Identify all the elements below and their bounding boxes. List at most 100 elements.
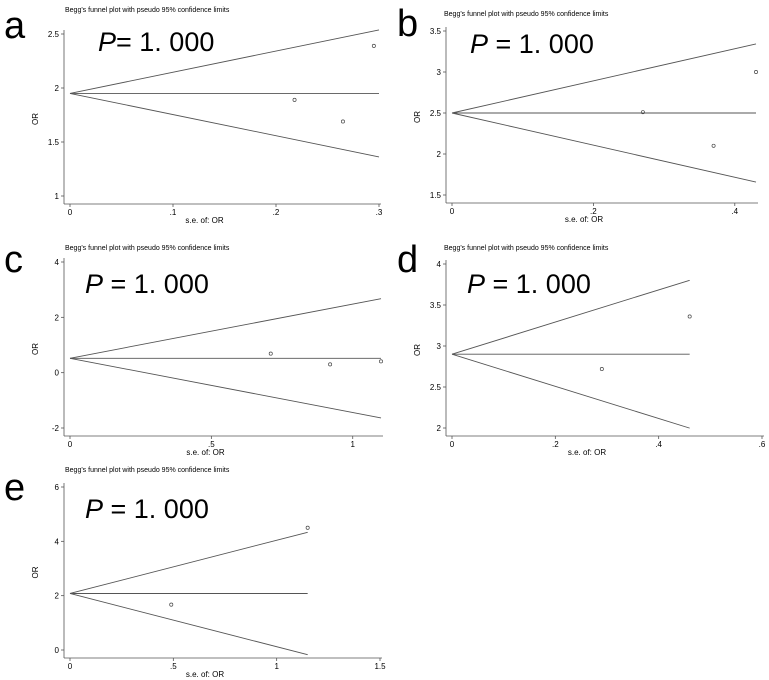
upper-confidence-limit-line (451, 43, 757, 114)
x-axis-title: s.e. of: OR (186, 670, 224, 679)
y-tick-label: 2.5 (430, 109, 442, 118)
p-value-text: = 1. 000 (488, 29, 594, 59)
panel-letter: a (4, 5, 26, 47)
y-tick-label: 3.5 (430, 27, 442, 36)
x-tick-label: 1 (274, 662, 279, 671)
x-axis-title: s.e. of: OR (185, 216, 223, 225)
upper-confidence-limit-line (451, 279, 690, 355)
y-tick-label: 4 (55, 258, 60, 267)
x-tick-label: 0 (450, 207, 455, 216)
y-tick-label: 2 (437, 150, 442, 159)
p-value-text: = 1. 000 (103, 494, 209, 524)
y-tick-label: -2 (52, 424, 60, 433)
x-tick-label: .4 (655, 440, 662, 449)
y-tick-label: 3 (437, 68, 442, 77)
x-tick-label: 0 (68, 208, 73, 217)
y-axis-title: OR (31, 343, 40, 355)
p-value-text: = 1. 000 (485, 269, 591, 299)
p-value-text: = 1. 000 (103, 269, 209, 299)
y-tick-label: 2.5 (48, 30, 60, 39)
p-value-annotation: P = 1. 000 (470, 29, 594, 59)
study-point (640, 110, 645, 115)
study-point (371, 43, 376, 48)
x-tick-label: 1 (351, 440, 356, 449)
plot-title: Begg's funnel plot with pseudo 95% confi… (444, 245, 609, 252)
x-axis-title: s.e. of: OR (186, 448, 224, 457)
y-tick-label: 1.5 (48, 138, 60, 147)
panel-letter: d (397, 239, 418, 281)
p-value-annotation: P= 1. 000 (98, 27, 214, 57)
x-tick-label: .1 (170, 208, 177, 217)
y-tick-label: 4 (437, 260, 442, 269)
funnel-plot-panel-c: c Begg's funnel plot with pseudo 95% conf… (4, 239, 383, 457)
y-tick-label: 1.5 (430, 191, 442, 200)
upper-confidence-limit-line (69, 298, 382, 359)
plot-title: Begg's funnel plot with pseudo 95% confi… (65, 467, 230, 474)
x-axis-title: s.e. of: OR (568, 448, 606, 457)
x-tick-label: .5 (170, 662, 177, 671)
study-point (711, 143, 716, 148)
p-symbol: P (85, 494, 103, 524)
x-tick-label: .2 (590, 207, 597, 216)
x-tick-label: 1.5 (374, 662, 386, 671)
x-tick-label: 0 (68, 440, 73, 449)
y-axis-title: OR (413, 111, 422, 123)
y-tick-label: 4 (55, 537, 60, 546)
x-tick-label: 0 (68, 662, 73, 671)
study-point (687, 314, 692, 319)
funnel-plot-panel-d: d Begg's funnel plot with pseudo 95% conf… (397, 239, 766, 457)
y-axis-title: OR (413, 344, 422, 356)
x-tick-label: .6 (759, 440, 766, 449)
plot-title: Begg's funnel plot with pseudo 95% confi… (444, 11, 609, 18)
y-tick-label: 2 (55, 313, 60, 322)
upper-confidence-limit-line (69, 29, 380, 94)
p-value-annotation: P = 1. 000 (467, 269, 591, 299)
y-tick-label: 3.5 (430, 301, 442, 310)
plot-title: Begg's funnel plot with pseudo 95% confi… (65, 245, 230, 252)
study-point (379, 359, 383, 364)
x-axis-title: s.e. of: OR (565, 215, 603, 224)
p-symbol: P (85, 269, 103, 299)
p-symbol: P (467, 269, 485, 299)
p-symbol: P (470, 29, 488, 59)
y-tick-label: 6 (55, 483, 60, 492)
study-point (328, 362, 333, 367)
upper-confidence-limit-line (69, 531, 308, 594)
lower-confidence-limit-line (451, 353, 690, 429)
lower-confidence-limit-line (69, 357, 382, 419)
p-value-text: = 1. 000 (116, 27, 214, 57)
lower-confidence-limit-line (69, 92, 380, 158)
x-tick-label: .3 (376, 208, 383, 217)
panel-letter: b (397, 3, 418, 45)
y-tick-label: 2.5 (430, 383, 442, 392)
plot-title: Begg's funnel plot with pseudo 95% confi… (65, 7, 230, 14)
p-value-annotation: P = 1. 000 (85, 494, 209, 524)
funnel-plot-panel-e: e Begg's funnel plot with pseudo 95% conf… (4, 467, 386, 679)
funnel-plot-panel-b: b Begg's funnel plot with pseudo 95% conf… (397, 3, 758, 224)
y-tick-label: 3 (437, 342, 442, 351)
x-tick-label: .4 (731, 207, 738, 216)
study-point (268, 351, 273, 356)
lower-confidence-limit-line (69, 593, 308, 656)
study-point (292, 97, 297, 102)
x-tick-label: .5 (208, 440, 215, 449)
y-tick-label: 1 (55, 192, 60, 201)
x-tick-label: .2 (552, 440, 559, 449)
lower-confidence-limit-line (451, 112, 757, 183)
p-value-annotation: P = 1. 000 (85, 269, 209, 299)
study-point (341, 119, 345, 124)
y-tick-label: 2 (55, 84, 60, 93)
y-axis-title: OR (31, 566, 40, 578)
panel-letter: e (4, 467, 25, 509)
x-tick-label: .2 (273, 208, 280, 217)
y-tick-label: 2 (55, 592, 60, 601)
panel-letter: c (4, 239, 23, 281)
y-axis-title: OR (31, 113, 40, 125)
study-point (754, 70, 758, 74)
y-tick-label: 0 (55, 646, 60, 655)
funnel-plot-panel-a: a Begg's funnel plot with pseudo 95% conf… (4, 5, 383, 225)
study-point (169, 602, 174, 607)
study-point (599, 367, 604, 371)
study-point (305, 525, 310, 530)
